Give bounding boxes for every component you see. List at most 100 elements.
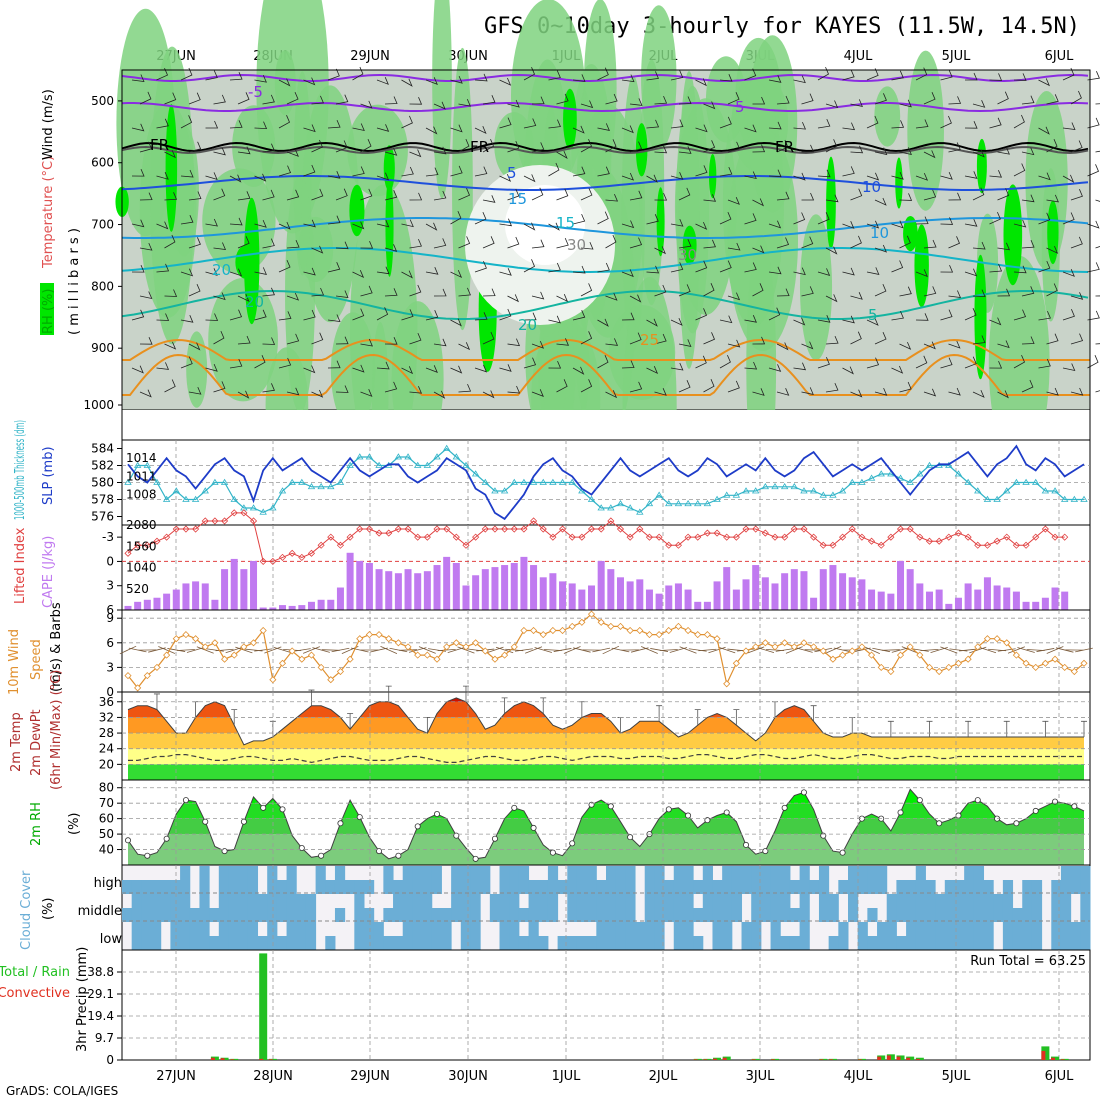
barb-0-29 (842, 69, 855, 81)
barb-9-34 (972, 289, 986, 298)
li-point-28 (394, 525, 402, 533)
li-point-89 (983, 541, 991, 549)
cloud-cells (122, 866, 1091, 950)
wind10-point-38 (491, 655, 499, 663)
rh-blob-37 (186, 331, 208, 408)
cloud-cell-2-77 (867, 936, 878, 950)
barb-7-26 (776, 237, 790, 249)
li-point-41 (520, 525, 528, 533)
cloud-cell-0-80 (896, 880, 907, 894)
barb-8-23 (695, 260, 708, 273)
precip-conv-bar-96 (1051, 1057, 1056, 1060)
temp-ticklabel-1: 24 (99, 742, 114, 756)
barb-2-16 (523, 118, 537, 129)
cloud-cell-1-31 (422, 894, 433, 922)
cape-bar-52 (626, 581, 634, 610)
barb-12-9 (352, 364, 365, 373)
cape-bar-26 (375, 569, 383, 610)
bottom-date-9: 6JUL (1045, 1069, 1075, 1084)
barb-7-39 (1095, 246, 1100, 249)
cloud-cell-2-28 (393, 936, 404, 950)
li-point-9 (211, 517, 219, 525)
barb-10-19 (597, 318, 609, 327)
barb-2-26 (768, 121, 782, 130)
rh-blob-36 (799, 214, 833, 361)
barb-3-32 (923, 150, 936, 159)
thickness-point-76 (858, 478, 866, 485)
thickness-point-0 (124, 478, 132, 485)
cloud-cell-0-72 (818, 866, 830, 894)
barb-4-1 (156, 172, 169, 180)
barb-2-36 (1013, 114, 1025, 129)
wind10-barb-21 (321, 649, 340, 651)
cloud-cell-1-17 (286, 894, 297, 922)
cloud-cell-1-79 (886, 894, 897, 922)
rh-point-46 (569, 840, 576, 847)
cloud-cell-1-61 (712, 894, 723, 922)
cape-bar-10 (221, 569, 229, 610)
thickness-point-32 (433, 453, 441, 460)
cape-bar-28 (394, 573, 402, 610)
cape-bar-91 (1003, 587, 1011, 610)
cloud-cell-1-22 (334, 908, 346, 922)
wind10-barb-1 (128, 647, 147, 653)
barb-10-28 (817, 315, 831, 323)
wind10-point-47 (578, 618, 586, 626)
wind10-point-20 (317, 663, 325, 671)
thickness-point-13 (249, 504, 258, 511)
wind10-point-9 (211, 639, 219, 647)
barb-6-4 (229, 217, 243, 226)
cape-bar-22 (336, 587, 344, 610)
barb-11-6 (286, 333, 300, 345)
top-date-2: 29JUN (350, 49, 390, 64)
barb-8-2 (180, 268, 194, 277)
barb-13-2 (188, 386, 202, 395)
rh-legend-swatch (40, 283, 54, 335)
thickness-point-81 (906, 478, 914, 485)
barb-3-5 (262, 143, 275, 153)
cloud-cell-0-74 (838, 880, 849, 894)
wind10-point-0 (124, 672, 132, 680)
cape-bar-18 (298, 605, 306, 610)
li-point-40 (510, 525, 518, 533)
li-point-15 (269, 557, 277, 565)
bottom-date-1: 28JUN (253, 1069, 293, 1084)
rh-point-80 (897, 809, 904, 816)
cloud-cell-2-52 (625, 922, 636, 950)
wind10-point-96 (1051, 655, 1059, 663)
cloud-cell-0-23 (344, 880, 355, 894)
barb-8-37 (1038, 260, 1051, 273)
wind10-point-3 (153, 663, 161, 671)
wind10-point-14 (259, 626, 267, 635)
barb-3-28 (825, 139, 838, 153)
barb-10-8 (327, 314, 341, 322)
cape-bar-78 (877, 591, 885, 610)
cloud-cell-2-9 (209, 936, 220, 950)
cloud-cell-0-64 (741, 866, 752, 894)
barb-10-20 (621, 312, 635, 321)
minmax-bar-63 (733, 709, 740, 726)
barb-3-1 (164, 150, 177, 159)
thickness-point-96 (1051, 487, 1059, 494)
barb-12-25 (744, 361, 758, 370)
barb-4-12 (425, 167, 439, 177)
li-point-48 (587, 525, 596, 533)
barb-8-0 (131, 264, 145, 273)
thickness-point-70 (800, 487, 808, 494)
thickness-point-89 (983, 495, 992, 502)
li-point-4 (163, 533, 171, 541)
temp-ticklabel-4: 36 (99, 695, 114, 709)
thickness-point-53 (636, 508, 644, 515)
cloud-cell-2-47 (576, 936, 588, 950)
cloud-cell-0-2 (141, 880, 152, 894)
barb-11-32 (923, 341, 936, 350)
barb-7-16 (531, 239, 545, 249)
cape-bar-96 (1051, 587, 1059, 610)
precip-conv-label: Convective (0, 986, 70, 1001)
bottom-date-axis: 27JUN 28JUN 29JUN 30JUN 1JUL 2JUL 3JUL 4JUL 5JUL… (156, 1069, 1074, 1084)
cloud-cell-2-67 (770, 922, 781, 950)
barb-12-28 (817, 357, 830, 369)
barb-0-11 (401, 78, 413, 87)
cape-ticklabel-3: 2080 (126, 518, 157, 532)
wind10-barb-43 (534, 647, 552, 653)
